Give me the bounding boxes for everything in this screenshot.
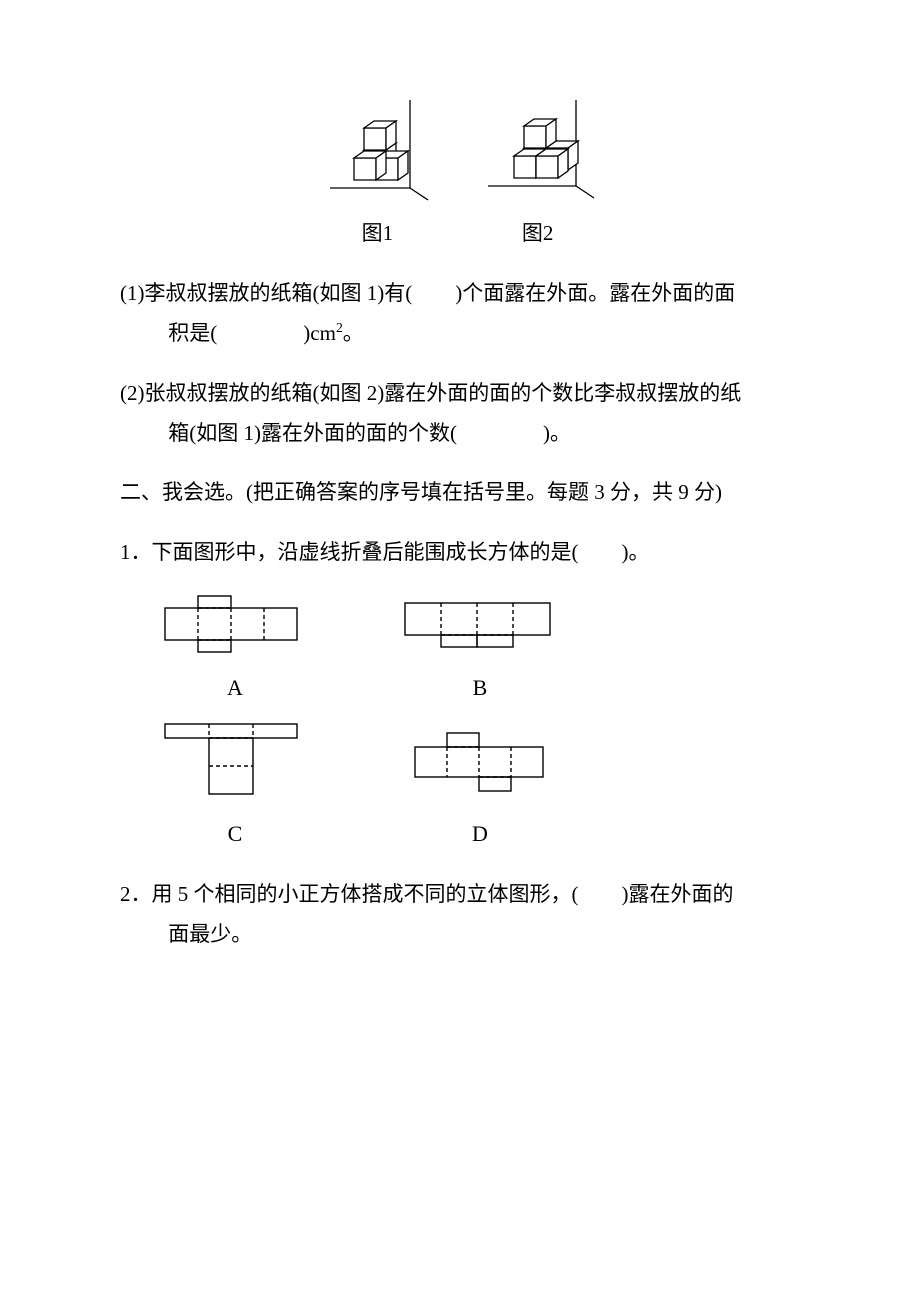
nets-row-2: C (160, 719, 800, 855)
net-d: D (400, 719, 560, 855)
figure-1-svg (322, 100, 432, 210)
page-content: 图1 (0, 0, 920, 1095)
net-b-label: B (400, 667, 560, 709)
figure-1-caption: 图1 (322, 214, 432, 254)
question-1-1: (1)李叔叔摆放的纸箱(如图 1)有( )个面露在外面。露在外面的面 积是( )… (120, 274, 800, 354)
q1-2-line2-suffix: )。 (543, 421, 571, 445)
q1-1-blank1 (412, 281, 455, 305)
net-d-svg (400, 719, 560, 809)
q2-2-line1-prefix: 2．用 5 个相同的小正方体搭成不同的立体图形，( (120, 882, 579, 906)
q2-1-prefix: 1．下面图形中，沿虚线折叠后能围成长方体的是( (120, 540, 579, 564)
q2-1-suffix: )。 (622, 540, 650, 564)
net-a: A (160, 593, 310, 709)
q1-1-line2-prefix: 积是( (168, 321, 217, 345)
q1-1-sup: 2 (336, 320, 343, 335)
q1-1-line2-end: 。 (343, 321, 364, 345)
net-d-label: D (400, 813, 560, 855)
q1-1-line2-suffix: )cm (303, 321, 336, 345)
top-figures-row: 图1 (120, 100, 800, 254)
q1-1-blank2 (217, 321, 303, 345)
q2-1-blank (579, 540, 622, 564)
figure-1-wrap: 图1 (322, 100, 432, 254)
q1-1-line1-prefix: (1)李叔叔摆放的纸箱(如图 1)有( (120, 281, 412, 305)
q1-1-line2: 积是( )cm2。 (120, 314, 800, 354)
q1-2-line1: (2)张叔叔摆放的纸箱(如图 2)露在外面的面的个数比李叔叔摆放的纸 (120, 381, 741, 405)
figure-2-svg (478, 100, 598, 210)
nets-grid: A B (160, 593, 800, 855)
net-b-svg (400, 593, 560, 663)
net-a-svg (160, 593, 310, 663)
question-2-1-text: 1．下面图形中，沿虚线折叠后能围成长方体的是( )。 (120, 533, 800, 573)
figure-2-caption: 图2 (478, 214, 598, 254)
net-b: B (400, 593, 560, 709)
nets-row-1: A B (160, 593, 800, 709)
net-a-label: A (160, 667, 310, 709)
q1-2-blank (457, 421, 543, 445)
net-c: C (160, 719, 310, 855)
section-2-heading: 二、我会选。(把正确答案的序号填在括号里。每题 3 分，共 9 分) (120, 473, 800, 513)
question-1-2: (2)张叔叔摆放的纸箱(如图 2)露在外面的面的个数比李叔叔摆放的纸 箱(如图 … (120, 374, 800, 454)
q2-2-blank (579, 882, 622, 906)
net-c-svg (160, 719, 310, 809)
q2-2-line2: 面最少。 (120, 915, 800, 955)
net-c-label: C (160, 813, 310, 855)
q2-2-line1-suffix: )露在外面的 (622, 882, 734, 906)
q1-2-line2-prefix: 箱(如图 1)露在外面的面的个数( (168, 421, 457, 445)
q1-2-line2: 箱(如图 1)露在外面的面的个数( )。 (120, 414, 800, 454)
q1-1-line1-mid: )个面露在外面。露在外面的面 (455, 281, 735, 305)
question-2-2: 2．用 5 个相同的小正方体搭成不同的立体图形，( )露在外面的 面最少。 (120, 875, 800, 955)
figure-2-wrap: 图2 (478, 100, 598, 254)
